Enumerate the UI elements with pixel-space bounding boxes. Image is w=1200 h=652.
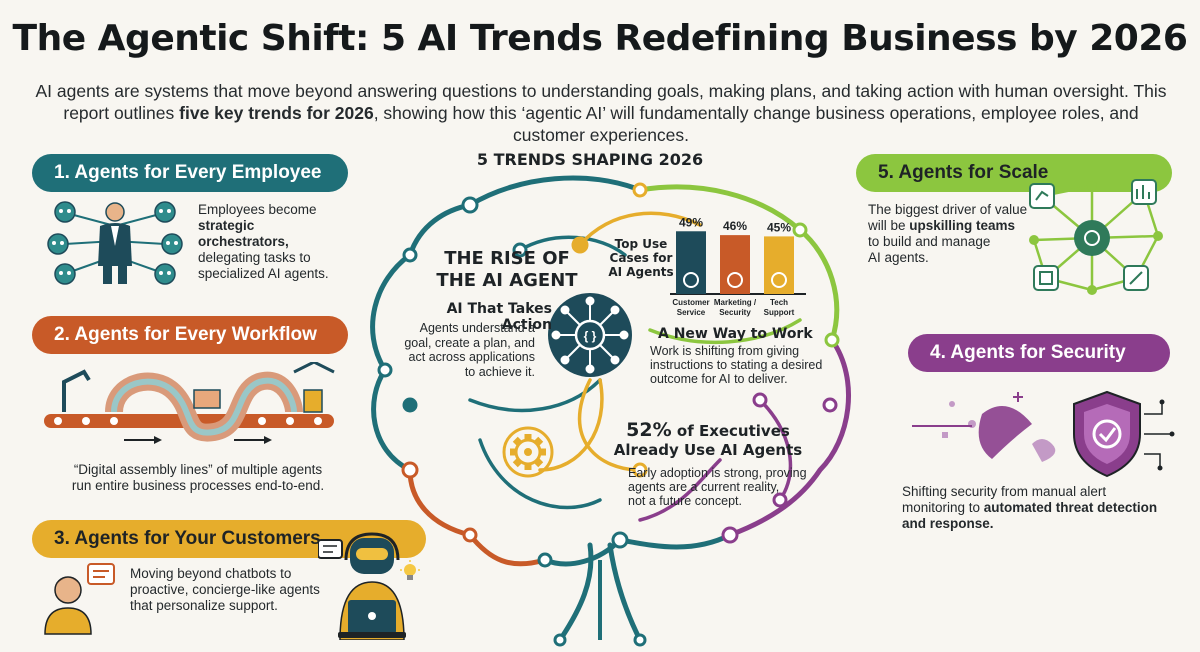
trend-1-pill: 1. Agents for Every Employee xyxy=(32,154,348,192)
trend-5-text: The biggest driver of value will be upsk… xyxy=(868,202,1028,265)
trend-2-pill: 2. Agents for Every Workflow xyxy=(32,316,348,354)
network-hub-icon xyxy=(1029,179,1163,295)
gear-icon xyxy=(502,426,554,478)
chart-value-label: 46% xyxy=(723,219,747,233)
brain-outline-bottom xyxy=(542,532,733,567)
diagram-heading: 5 TRENDS SHAPING 2026 xyxy=(476,150,704,169)
chart-bar-icon xyxy=(771,272,787,288)
exec-title: 52% of Executives Already Use AI Agents xyxy=(613,419,803,460)
svg-text:{ }: { } xyxy=(584,329,597,343)
page-title: The Agentic Shift: 5 AI Trends Redefinin… xyxy=(12,18,1188,59)
lightbulb-icon xyxy=(400,560,420,580)
brain-outline-left xyxy=(370,202,473,473)
chart-bar xyxy=(720,235,750,294)
chart-title: Top Use Cases for AI Agents xyxy=(608,237,674,279)
chart-bar-icon xyxy=(727,272,743,288)
new-way-title: A New Way to Work xyxy=(658,326,813,342)
chart-category-label: Service xyxy=(677,308,706,317)
manager-with-robots-icon xyxy=(47,201,183,285)
chart-value-label: 49% xyxy=(679,218,703,229)
chart-category-label: Security xyxy=(719,308,751,317)
chart-bar-icon xyxy=(683,272,699,288)
trend-3-text: Moving beyond chatbots to proactive, con… xyxy=(130,566,320,613)
intro-text-bold: five key trends for 2026 xyxy=(179,103,374,123)
action-text: Agents understand a goal, create a plan,… xyxy=(404,321,535,379)
brain-outline-bottom-left xyxy=(407,467,548,567)
chart-category-label: Tech xyxy=(770,298,788,307)
chart-category-label: Support xyxy=(764,308,795,317)
brain-outline-right xyxy=(727,337,851,538)
rise-line-1: THE RISE OF xyxy=(444,248,570,269)
customer-person-icon xyxy=(44,563,115,635)
rise-heading: THE RISE OF THE AI AGENT xyxy=(432,248,582,292)
exec-text: Early adoption is strong, proving agents… xyxy=(628,466,807,508)
brain-outline-top-left xyxy=(467,175,643,208)
security-illustration xyxy=(912,390,1175,478)
trend-1-text: Employees become strategic orchestrators… xyxy=(198,202,329,281)
new-way-text: Work is shifting from giving instruction… xyxy=(650,344,823,386)
ai-network-hub-icon: { } xyxy=(548,293,632,377)
exec-percentage: 52% xyxy=(626,419,672,441)
action-title: AI That Takes Action xyxy=(446,301,552,333)
trend-4-text: Shifting security from manual alert moni… xyxy=(902,484,1158,531)
trend-4-pill: 4. Agents for Security xyxy=(908,334,1170,372)
chart-category-label: Marketing / xyxy=(714,298,757,307)
intro-paragraph: AI agents are systems that move beyond a… xyxy=(26,80,1176,146)
chart-category-label: Customer xyxy=(672,298,709,307)
customer-chat-robot-laptop-icon xyxy=(318,532,406,640)
assembly-line-pipes-icon xyxy=(44,362,335,444)
chart-bar xyxy=(764,236,794,294)
chart-value-label: 45% xyxy=(767,220,791,234)
rise-line-2: THE AI AGENT xyxy=(436,270,578,291)
intro-text-2: , showing how this ‘agentic AI’ will fun… xyxy=(373,103,1139,145)
chart-bar xyxy=(676,231,706,294)
intro-text-1: AI agents are systems that move beyond a… xyxy=(35,81,1167,123)
trend-2-text: “Digital assembly lines” of multiple age… xyxy=(71,462,325,493)
trend-5-pill: 5. Agents for Scale xyxy=(856,154,1172,192)
